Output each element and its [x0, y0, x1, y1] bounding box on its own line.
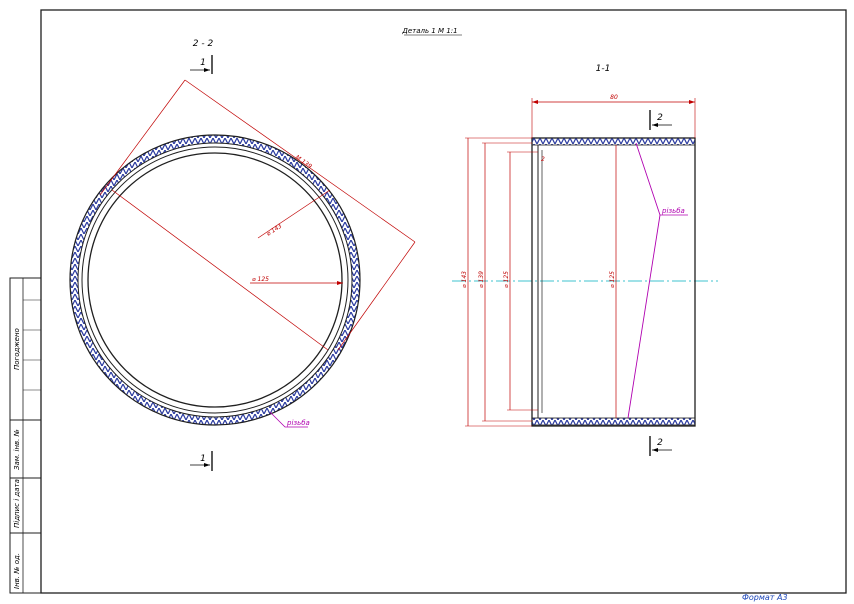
svg-text:2: 2	[657, 438, 663, 448]
wall-top	[531, 137, 696, 146]
stamp-field-replace-inv: Зам. інв. №	[13, 429, 21, 470]
section-label-1-1: 1-1	[596, 64, 611, 74]
svg-text:2: 2	[657, 113, 663, 123]
svg-text:1: 1	[200, 58, 206, 68]
section-label-2-2: 2 - 2	[193, 39, 214, 49]
wall-bottom	[531, 417, 696, 426]
leader-thread-circle: різьба	[286, 419, 310, 427]
dim-length: 80	[610, 94, 618, 101]
stamp-field-signature-date: Підпис і дата	[13, 479, 21, 528]
section-arrow-icon: 1	[190, 55, 213, 74]
view-circle: 2 - 2 1 1 М 139 ⌀ 143	[69, 39, 416, 471]
dim-d139: ⌀ 139	[478, 271, 485, 288]
dim-outer: ⌀ 143	[265, 222, 283, 237]
view-section: 1-1 2 2 80 2	[452, 64, 718, 456]
stamp-field-inv-number: Інв. № од.	[13, 553, 21, 589]
inner-bore	[87, 152, 343, 408]
thread-ring	[70, 135, 360, 425]
dim-d125-mid: ⌀ 125	[609, 271, 616, 288]
dim-d143: ⌀ 143	[461, 271, 468, 288]
dim-inner: ⌀ 125	[252, 276, 269, 283]
side-stamp: Погоджено Зам. інв. № Підпис і дата Інв.…	[9, 277, 42, 594]
sheet-frame	[40, 9, 847, 594]
sheet-format: Формат А3	[742, 593, 788, 602]
sheet-title: Деталь 1 М 1:1	[401, 27, 457, 35]
dim-chamfer: 2	[541, 156, 545, 163]
svg-text:1: 1	[200, 454, 206, 464]
dim-d125-left: ⌀ 125	[503, 271, 510, 288]
section-arrow-icon: 2	[649, 436, 672, 456]
stamp-field-approved: Погоджено	[13, 328, 21, 370]
section-arrow-icon: 2	[649, 110, 672, 130]
section-arrow-icon: 1	[190, 451, 213, 471]
leader-thread-section: різьба	[661, 207, 685, 215]
